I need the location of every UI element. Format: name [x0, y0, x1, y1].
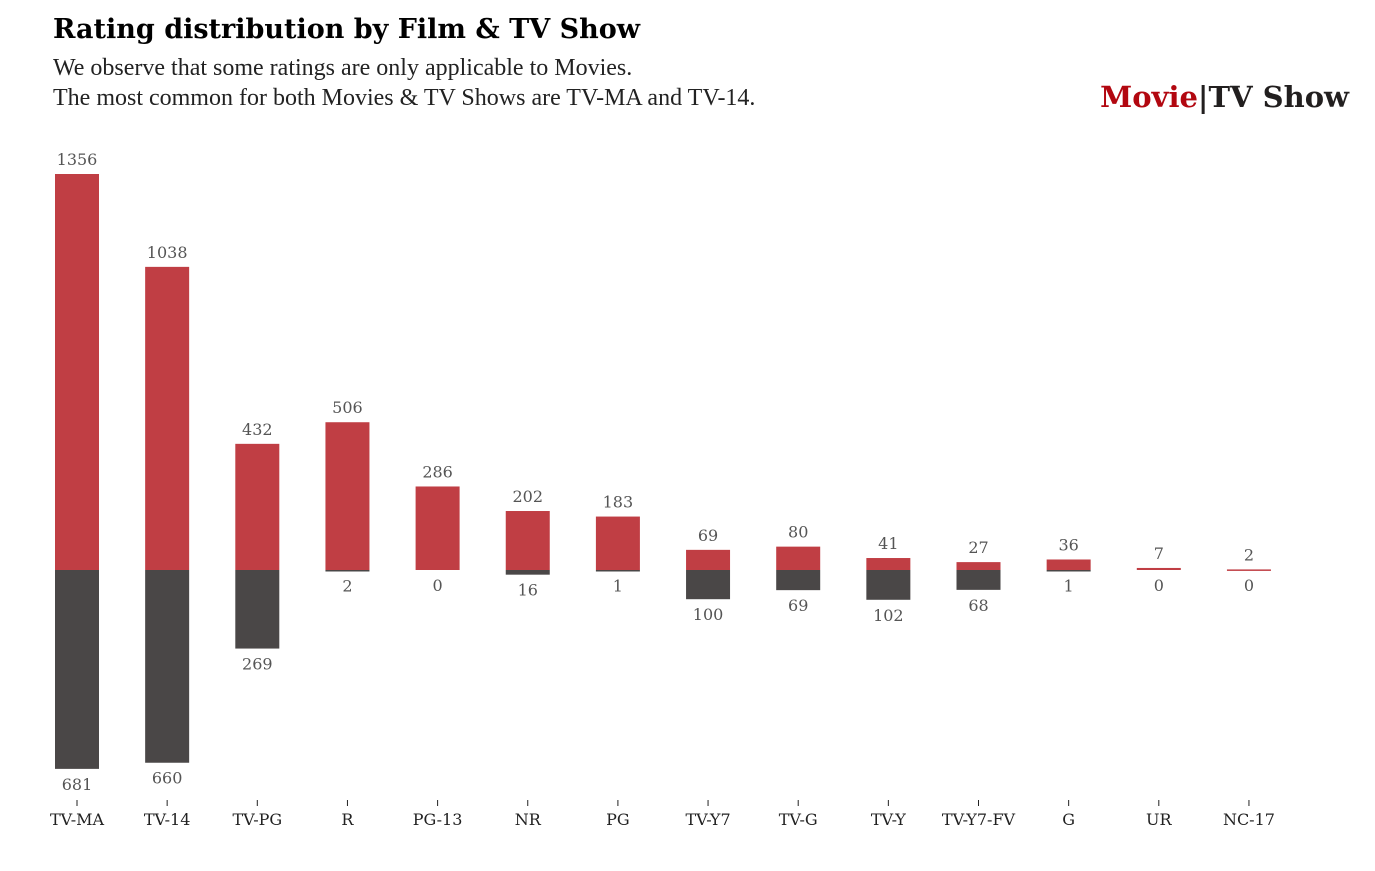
label-tv-TV-14: 660	[152, 769, 183, 788]
bar-tv-TV-Y7	[686, 570, 731, 600]
label-tv-R: 2	[342, 577, 352, 596]
bar-tv-G	[1046, 570, 1091, 572]
x-tick-label-PG-13: PG-13	[413, 810, 463, 829]
label-tv-TV-Y: 102	[873, 606, 904, 625]
bar-movie-TV-14	[145, 266, 190, 570]
label-movie-TV-14: 1038	[147, 243, 188, 262]
legend-separator: |	[1197, 80, 1209, 114]
bar-movie-UR	[1136, 567, 1181, 570]
x-tick-label-PG: PG	[606, 810, 630, 829]
label-movie-R: 506	[332, 398, 363, 417]
x-tick-label-TV-14: TV-14	[144, 810, 191, 829]
label-movie-TV-Y7-FV: 27	[968, 538, 988, 557]
x-tick-label-TV-Y: TV-Y	[871, 810, 906, 829]
label-tv-TV-PG: 269	[242, 655, 273, 674]
bar-tv-TV-Y7-FV	[956, 570, 1001, 590]
bar-movie-TV-PG	[235, 443, 280, 570]
label-movie-TV-G: 80	[788, 523, 808, 542]
label-movie-PG: 183	[603, 493, 634, 512]
x-tick-label-TV-PG: TV-PG	[232, 810, 282, 829]
bar-tv-TV-PG	[235, 570, 280, 649]
bar-movie-PG-13	[415, 486, 460, 570]
label-movie-TV-MA: 1356	[57, 150, 98, 169]
bar-movie-NC-17	[1226, 569, 1271, 571]
x-tick-label-TV-MA: TV-MA	[50, 810, 105, 829]
label-movie-PG-13: 286	[422, 462, 453, 481]
label-movie-TV-Y7: 69	[698, 526, 718, 545]
bar-tv-PG	[595, 570, 640, 572]
x-tick-label-TV-Y7-FV: TV-Y7-FV	[942, 810, 1016, 829]
label-tv-NC-17: 0	[1244, 576, 1254, 595]
label-tv-TV-Y7-FV: 68	[968, 596, 988, 615]
bar-movie-TV-Y7	[686, 549, 731, 570]
label-tv-NR: 16	[518, 581, 538, 600]
bar-movie-TV-MA	[55, 174, 99, 570]
legend-movie: Movie	[1100, 80, 1198, 114]
label-tv-TV-Y7: 100	[693, 605, 724, 624]
bar-movie-TV-G	[776, 546, 821, 570]
bar-tv-R	[325, 570, 370, 572]
bar-movie-R	[325, 422, 370, 570]
bar-tv-NR	[505, 570, 550, 575]
bar-tv-TV-G	[776, 570, 821, 591]
bar-tv-TV-Y	[866, 570, 911, 600]
label-tv-TV-G: 69	[788, 596, 808, 615]
label-movie-NR: 202	[512, 487, 543, 506]
label-movie-UR: 7	[1154, 544, 1164, 563]
x-tick-label-UR: UR	[1146, 810, 1172, 829]
label-tv-PG: 1	[613, 576, 623, 595]
x-tick-label-NC-17: NC-17	[1223, 810, 1275, 829]
x-tick-label-G: G	[1062, 810, 1075, 829]
bar-movie-TV-Y	[866, 558, 911, 570]
legend-tv-show: TV Show	[1208, 80, 1349, 114]
x-tick-label-NR: NR	[515, 810, 542, 829]
bar-movie-G	[1046, 559, 1091, 570]
bar-movie-PG	[595, 516, 640, 570]
legend: Movie|TV Show	[1100, 80, 1349, 114]
bar-tv-TV-MA	[55, 570, 99, 769]
label-tv-PG-13: 0	[433, 576, 443, 595]
chart-title: Rating distribution by Film & TV Show	[53, 14, 640, 45]
label-movie-NC-17: 2	[1244, 545, 1254, 564]
label-movie-TV-PG: 432	[242, 420, 273, 439]
label-tv-G: 1	[1064, 576, 1074, 595]
label-movie-G: 36	[1058, 535, 1078, 554]
chart-subtitle-line-1: We observe that some ratings are only ap…	[53, 55, 633, 81]
x-tick-label-TV-G: TV-G	[779, 810, 818, 829]
label-tv-TV-MA: 681	[62, 775, 93, 794]
label-tv-UR: 0	[1154, 576, 1164, 595]
x-tick-label-R: R	[341, 810, 354, 829]
chart-subtitle-line-2: The most common for both Movies & TV Sho…	[53, 85, 756, 111]
bar-tv-TV-14	[145, 570, 190, 763]
label-movie-TV-Y: 41	[878, 534, 898, 553]
x-tick-label-TV-Y7: TV-Y7	[685, 810, 730, 829]
bar-movie-NR	[505, 511, 550, 570]
bar-movie-TV-Y7-FV	[956, 562, 1001, 570]
